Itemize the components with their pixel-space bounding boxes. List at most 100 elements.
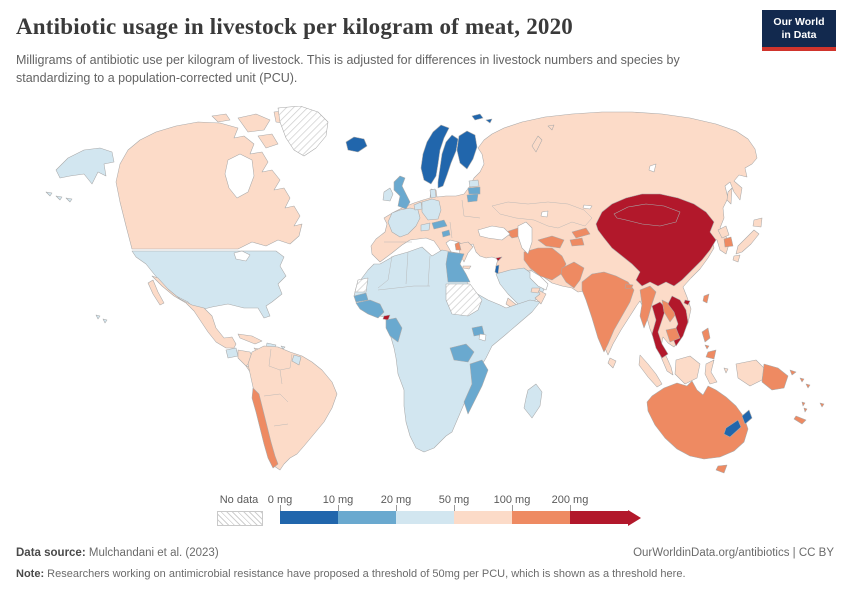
legend-tick-2: 20 mg — [380, 494, 412, 506]
lake-hudson-bay — [224, 153, 255, 199]
country-vietnam[interactable] — [667, 295, 689, 347]
country-turkmenistan[interactable] — [537, 235, 565, 249]
country-usa-hawaii[interactable] — [95, 314, 108, 324]
legend-tick-5: 200 mg — [551, 494, 589, 506]
country-taiwan[interactable] — [702, 293, 710, 304]
legend-tickmark — [512, 505, 513, 511]
world-map[interactable] — [40, 105, 830, 482]
legend-swatch-0-10[interactable] — [280, 511, 338, 524]
country-germany[interactable] — [421, 198, 442, 221]
country-ireland[interactable] — [382, 187, 394, 202]
owid-logo[interactable]: Our World in Data — [762, 10, 836, 52]
country-sweden[interactable] — [437, 134, 459, 189]
logo-line2: in Data — [781, 29, 817, 42]
country-greenland[interactable] — [277, 105, 329, 157]
legend-swatch-200plus[interactable] — [570, 511, 628, 524]
legend-tickmark — [280, 505, 281, 511]
country-mongolia[interactable] — [613, 203, 681, 227]
page-title: Antibiotic usage in livestock per kilogr… — [16, 14, 573, 39]
country-gabon-congo[interactable] — [385, 317, 403, 343]
country-egypt[interactable] — [445, 251, 471, 283]
country-guyana[interactable] — [291, 354, 302, 366]
country-philippines[interactable] — [701, 327, 717, 360]
legend-swatch-20-50[interactable] — [396, 511, 454, 524]
country-estonia[interactable] — [468, 179, 480, 188]
source-value: Mulchandani et al. (2023) — [88, 547, 219, 559]
sea-persian-gulf — [529, 269, 549, 291]
country-denmark[interactable] — [429, 188, 437, 199]
country-uae[interactable] — [530, 287, 541, 294]
note-label: Note: — [16, 568, 45, 580]
country-new-zealand[interactable] — [723, 409, 753, 438]
country-canada[interactable] — [115, 121, 303, 250]
country-madagascar[interactable] — [523, 383, 543, 419]
country-cambodia[interactable] — [665, 327, 681, 343]
country-benelux[interactable] — [413, 201, 423, 211]
country-guatemala[interactable] — [225, 347, 239, 359]
footer-source-row: Data source: Mulchandani et al. (2023) O… — [16, 547, 834, 559]
country-western-sahara[interactable] — [354, 277, 369, 293]
country-norway[interactable] — [420, 113, 493, 185]
sea-caspian — [517, 221, 533, 255]
country-zambia[interactable] — [449, 343, 475, 363]
country-north-korea[interactable] — [717, 225, 730, 239]
legend-swatch-100-200[interactable] — [512, 511, 570, 524]
country-slovenia[interactable] — [441, 229, 451, 238]
country-latvia[interactable] — [467, 186, 481, 195]
logo-red-bar — [762, 47, 836, 52]
note-value: Researchers working on antimicrobial res… — [47, 568, 686, 580]
country-india[interactable] — [581, 271, 635, 353]
country-oman[interactable] — [534, 289, 547, 305]
country-uganda[interactable] — [471, 325, 485, 337]
country-usa-alaska[interactable] — [45, 147, 115, 203]
country-sakhalin[interactable] — [726, 187, 733, 205]
country-cyprus[interactable] — [495, 256, 503, 262]
legend-tick-1: 10 mg — [322, 494, 354, 506]
country-pakistan[interactable] — [560, 261, 585, 289]
country-pacific-islands[interactable] — [793, 401, 825, 425]
country-guinea-coast[interactable] — [355, 299, 385, 319]
country-mexico[interactable] — [147, 275, 237, 349]
country-sudan[interactable] — [445, 283, 483, 317]
sea-black-sea — [477, 225, 511, 241]
country-iceland[interactable] — [345, 136, 368, 153]
lake-baikal — [648, 163, 657, 173]
chart-subtitle: Milligrams of antibiotic use per kilogra… — [16, 53, 680, 85]
country-albania[interactable] — [454, 241, 462, 251]
legend-tick-3: 50 mg — [438, 494, 470, 506]
country-south-korea[interactable] — [723, 236, 734, 248]
country-israel[interactable] — [494, 264, 500, 275]
country-mozambique[interactable] — [463, 359, 489, 415]
country-switzerland[interactable] — [420, 222, 431, 232]
legend-no-data-swatch[interactable] — [217, 511, 263, 526]
lake-aral — [540, 210, 549, 218]
country-lithuania[interactable] — [466, 193, 479, 203]
country-united-kingdom[interactable] — [393, 175, 411, 210]
legend-swatch-10-20[interactable] — [338, 511, 396, 524]
lake-victoria — [478, 333, 487, 342]
legend-tickmark — [396, 505, 397, 511]
country-senegal[interactable] — [353, 292, 369, 303]
country-chile[interactable] — [251, 387, 279, 469]
country-sri-lanka[interactable] — [607, 357, 617, 369]
logo-line1: Our World — [773, 16, 825, 28]
country-finland[interactable] — [456, 130, 478, 170]
legend-tickmark — [454, 505, 455, 511]
legend-swatch-50-100[interactable] — [454, 511, 512, 524]
country-novaya-zemlya[interactable] — [531, 124, 555, 153]
country-hainan[interactable] — [683, 299, 691, 306]
country-papua-new-guinea[interactable] — [761, 363, 811, 391]
country-myanmar[interactable] — [639, 285, 657, 329]
country-bhutan[interactable] — [624, 283, 634, 290]
country-france[interactable] — [387, 207, 421, 238]
legend-arrow — [628, 509, 641, 526]
country-borders — [263, 199, 593, 427]
legend-tick-4: 100 mg — [493, 494, 531, 506]
country-japan[interactable] — [732, 217, 763, 263]
country-austria[interactable] — [431, 219, 448, 230]
source-label: Data source: — [16, 547, 86, 559]
legend-tickmark — [570, 505, 571, 511]
country-kyrgyzstan-tajikistan[interactable] — [569, 227, 591, 247]
owid-link[interactable]: OurWorldinData.org/antibiotics | CC BY — [633, 547, 834, 559]
